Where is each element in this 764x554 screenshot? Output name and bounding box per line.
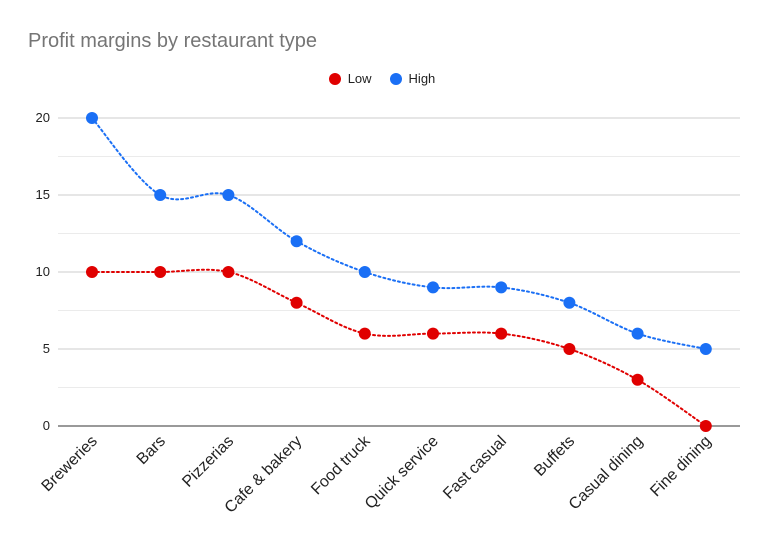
data-point-low [154,266,167,278]
y-tick-label: 15 [36,187,50,202]
series-line-high [91,117,707,350]
y-tick-label: 10 [36,264,50,279]
legend-label-high: High [408,71,436,86]
data-point-low [427,327,439,340]
data-point-high [427,281,439,294]
x-tick-label: Food truck [308,432,374,498]
data-point-low [290,296,303,309]
data-point-high [495,281,508,294]
data-point-low [699,420,712,432]
data-point-high [86,112,98,124]
data-point-low [495,327,508,340]
y-tick-label: 20 [36,110,50,125]
data-point-high [222,189,235,201]
data-point-high [290,235,303,248]
x-tick-label: Bars [134,433,169,468]
legend-item-high[interactable]: High [389,71,436,86]
series-line-low [91,268,707,427]
y-tick-label: 5 [43,341,50,356]
chart-title: Profit margins by restaurant type [28,30,318,52]
x-tick-label: Buffets [531,433,578,480]
x-tick-label: Breweries [39,433,101,495]
data-point-high [358,266,371,278]
legend: Low High [0,71,764,86]
x-tick-label: Pizzerias [179,433,237,491]
x-tick-label: Fine dining [647,433,714,500]
data-point-high [699,343,712,355]
data-point-high [154,189,167,201]
data-point-low [358,327,371,340]
x-tick-label: Fast casual [440,433,510,503]
y-tick-label: 0 [43,418,50,433]
data-point-high [563,296,576,309]
data-point-low [631,373,644,386]
x-tick-label: Quick service [362,433,442,513]
data-point-low [86,266,98,278]
legend-label-low: Low [347,71,372,86]
data-point-low [563,343,576,355]
data-point-low [222,266,235,278]
legend-item-low[interactable]: Low [328,71,372,86]
legend-swatch-low [328,72,341,85]
data-point-high [631,327,644,340]
legend-swatch-high [389,72,402,85]
